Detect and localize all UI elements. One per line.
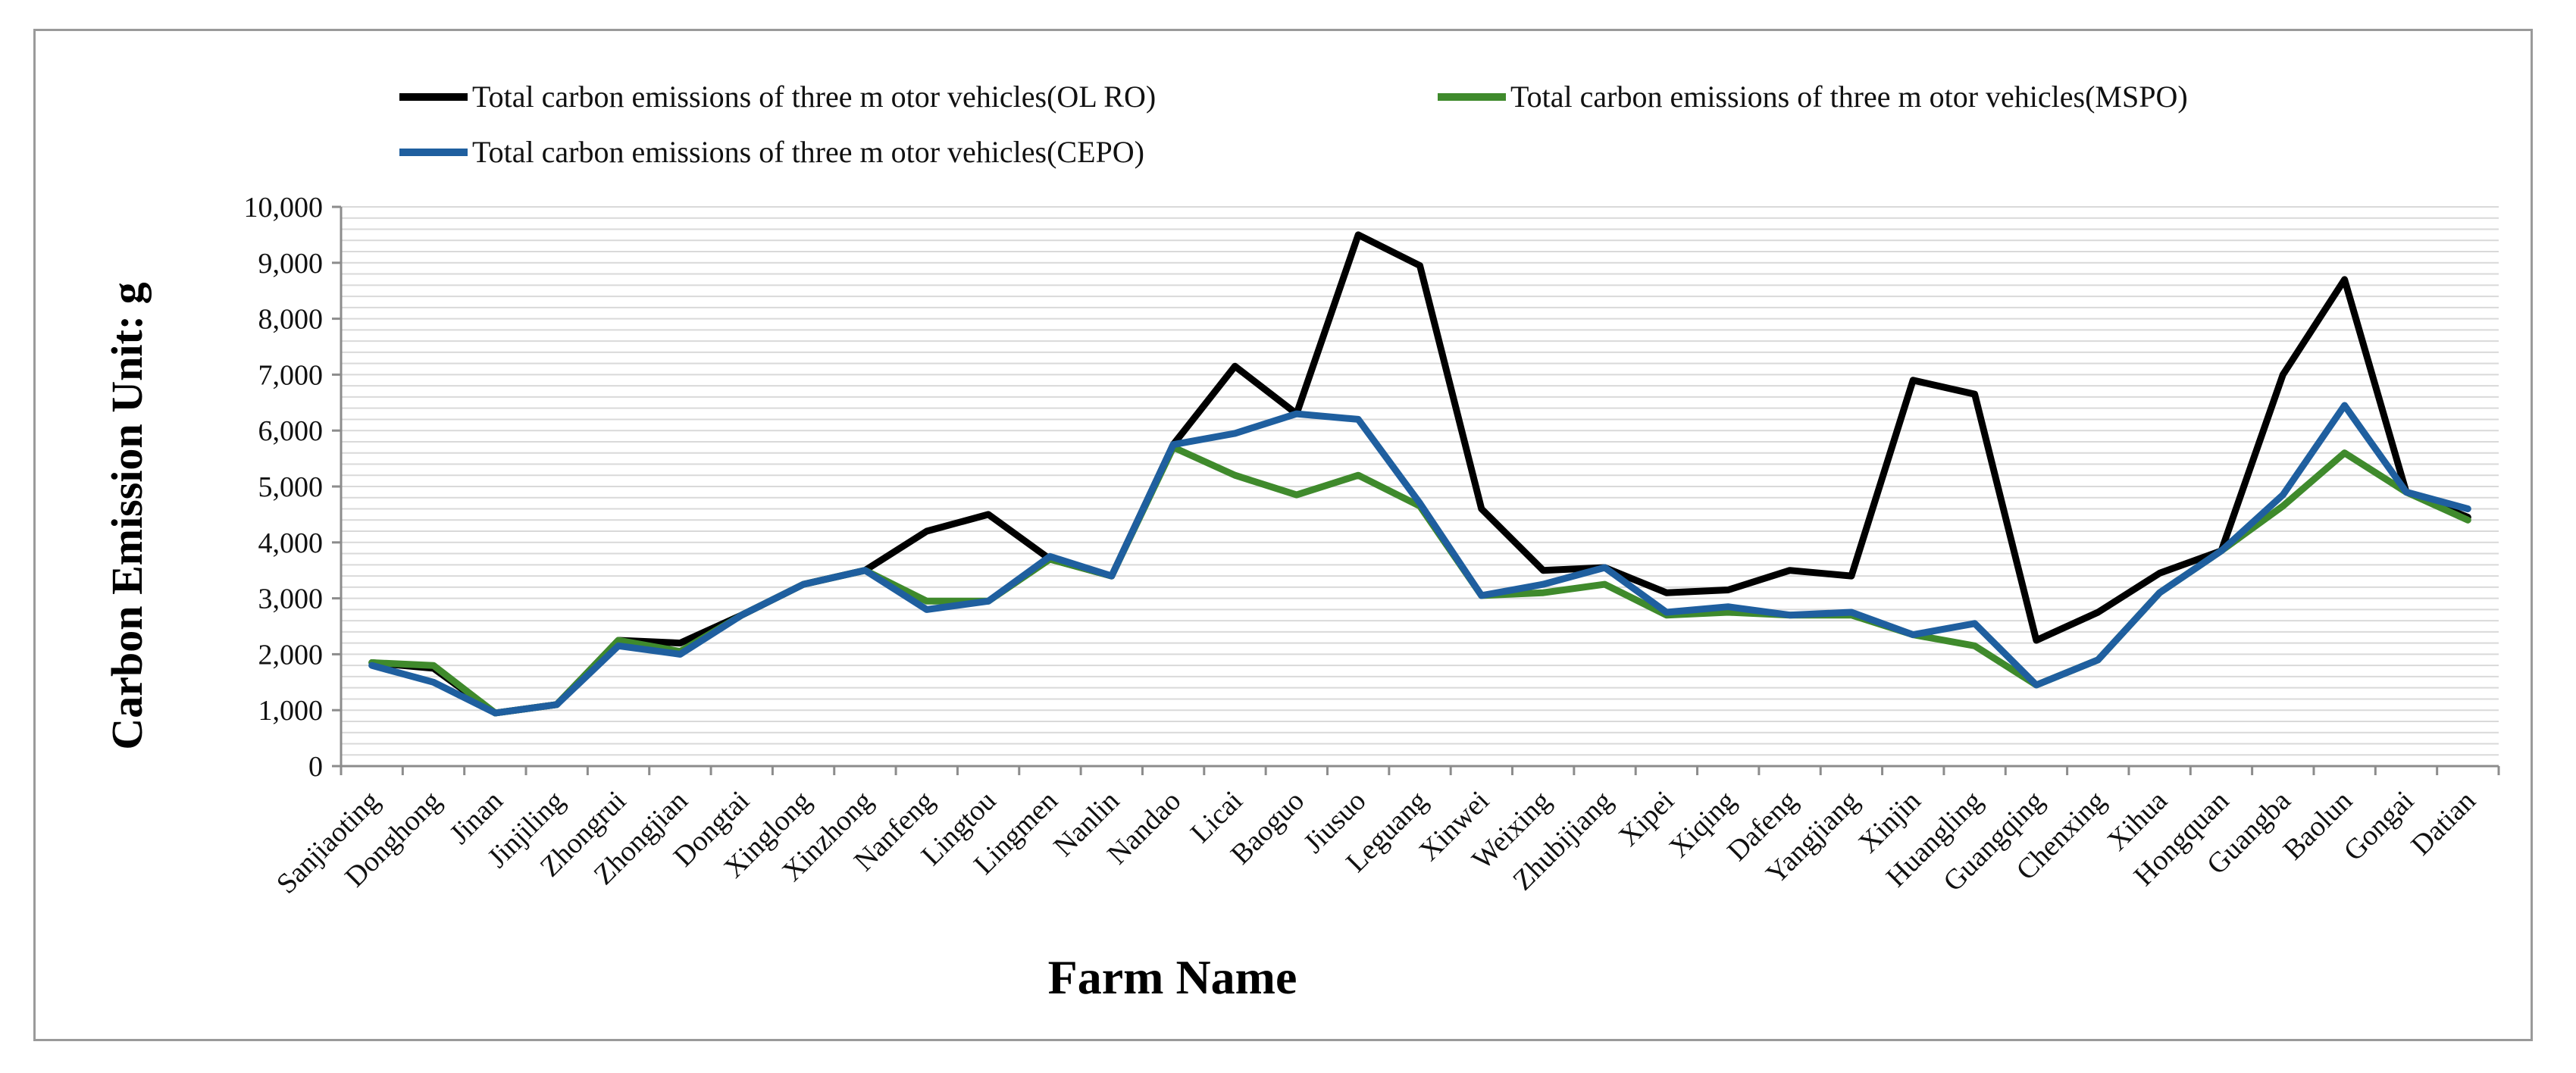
y-tick-label: 0 bbox=[308, 751, 323, 783]
x-tick-label: Datian bbox=[2405, 785, 2481, 862]
y-tick-label: 10,000 bbox=[244, 192, 324, 224]
y-tick-label: 6,000 bbox=[258, 415, 324, 447]
x-tick-labels: SanjiaotingDonghongJinanJinjilingZhongru… bbox=[271, 785, 2482, 900]
y-tick-label: 7,000 bbox=[258, 359, 324, 391]
gridlines bbox=[341, 206, 2499, 756]
x-tick-label: Gongai bbox=[2338, 785, 2421, 868]
y-tick-label: 2,000 bbox=[258, 639, 324, 671]
y-tick-label: 3,000 bbox=[258, 583, 324, 615]
legend-label-olro: Total carbon emissions of three m otor v… bbox=[472, 80, 1156, 114]
y-tick-label: 8,000 bbox=[258, 304, 324, 336]
legend-label-cepo: Total carbon emissions of three m otor v… bbox=[472, 135, 1144, 169]
chart-frame: 0 1,000 2,000 3,000 4,000 5,000 6,000 7,000 8,00… bbox=[33, 29, 2533, 1041]
y-tick-label: 4,000 bbox=[258, 527, 324, 559]
series-line-cepo bbox=[368, 402, 2471, 717]
x-axis-title: Farm Name bbox=[1048, 950, 1297, 1004]
y-tick-labels: 0 1,000 2,000 3,000 4,000 5,000 6,000 7,000 8,00… bbox=[244, 192, 324, 783]
legend: Total carbon emissions of three m otor v… bbox=[399, 80, 2188, 169]
y-tick-label: 5,000 bbox=[258, 471, 324, 503]
series-line-olro bbox=[368, 231, 2471, 717]
axes bbox=[332, 205, 2500, 775]
legend-label-mspo: Total carbon emissions of three m otor v… bbox=[1510, 80, 2188, 114]
series-lines bbox=[368, 231, 2471, 717]
y-axis-title: Carbon Emission Unit: g bbox=[102, 282, 152, 749]
y-tick-label: 1,000 bbox=[258, 695, 324, 727]
y-tick-label: 9,000 bbox=[258, 248, 324, 280]
line-chart: 0 1,000 2,000 3,000 4,000 5,000 6,000 7,000 8,00… bbox=[102, 80, 2500, 1004]
